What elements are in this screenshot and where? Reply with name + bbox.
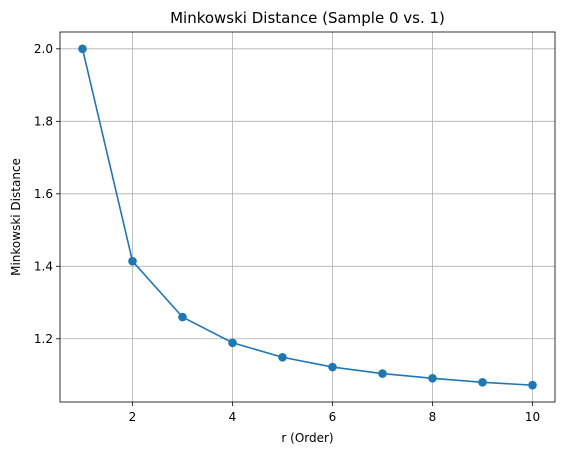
x-tick-label: 2: [129, 410, 137, 424]
data-point: [128, 256, 137, 266]
axis-ticks: 2 4 6 8 10 1.2 1.4 1.6 1.8 2.0: [34, 42, 540, 424]
series-line: [81, 48, 533, 386]
x-axis-label: r (Order): [281, 431, 333, 445]
series-layer: [78, 44, 537, 390]
y-tick-label: 1.2: [34, 332, 53, 346]
data-point: [178, 312, 187, 322]
y-axis-label: Minkowski Distance: [9, 158, 23, 276]
data-point: [478, 377, 487, 387]
data-point: [428, 373, 437, 383]
x-tick-label: 6: [329, 410, 337, 424]
data-point: [378, 369, 387, 378]
y-tick-label: 1.4: [34, 259, 53, 273]
chart-title: Minkowski Distance (Sample 0 vs. 1): [170, 9, 445, 27]
grid: [60, 32, 555, 402]
data-point: [78, 44, 87, 54]
y-tick-label: 1.8: [34, 114, 53, 128]
y-tick-label: 1.6: [34, 187, 53, 201]
data-point: [528, 380, 537, 390]
x-tick-label: 8: [429, 410, 437, 424]
plot-frame: [59, 31, 556, 403]
data-point: [278, 352, 287, 362]
data-point: [228, 338, 237, 348]
data-point: [328, 362, 337, 372]
y-tick-label: 2.0: [34, 42, 53, 56]
x-tick-label: 4: [229, 410, 237, 424]
x-tick-label: 10: [525, 410, 540, 424]
